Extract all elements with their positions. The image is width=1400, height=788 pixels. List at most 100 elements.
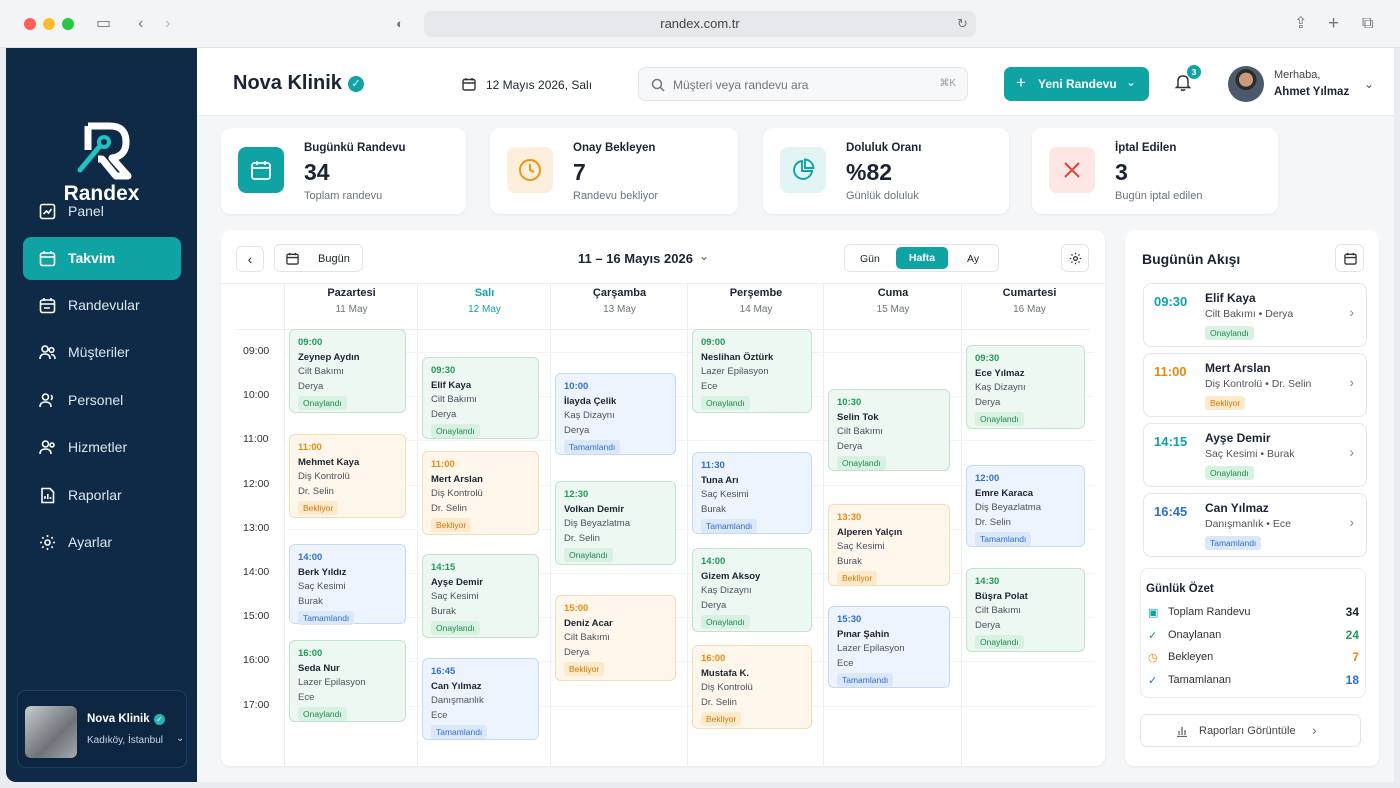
shield-icon[interactable]: ◐ <box>396 16 404 31</box>
reload-icon[interactable]: ↻ <box>957 16 968 31</box>
appointment-staff: Derya <box>837 440 863 452</box>
chevron-right-icon: › <box>1349 514 1354 530</box>
nav-panel[interactable]: Panel <box>23 190 181 233</box>
notifications-button[interactable]: 3 <box>1173 65 1201 96</box>
new-tab-icon[interactable]: + <box>1328 13 1340 34</box>
status-badge: Onaylandı <box>701 396 750 410</box>
status-badge: Onaylandı <box>298 396 347 410</box>
appointment-card[interactable]: 14:30 Büşra Polat Cilt Bakımı Derya Onay… <box>966 568 1085 652</box>
flow-item[interactable]: 16:45 Can Yılmaz Danışmanlık • Ece Tamam… <box>1143 493 1367 557</box>
day-header[interactable]: Perşembe 14 May <box>729 287 783 315</box>
status-badge: Bekliyor <box>564 662 605 676</box>
prev-week-button[interactable]: ‹ <box>236 246 264 272</box>
nav-ayarlar[interactable]: Ayarlar <box>23 521 181 564</box>
flow-item[interactable]: 14:15 Ayşe Demir Saç Kesimi • Burak Onay… <box>1143 423 1367 487</box>
appointment-card[interactable]: 14:00 Berk Yıldız Saç Kesimi Burak Tamam… <box>289 544 406 625</box>
view-toggle: Gün Hafta Ay <box>844 244 999 272</box>
stat-card-today: Bugünkü Randevu 34 Toplam randevu <box>221 128 466 214</box>
appointment-card[interactable]: 09:30 Ece Yılmaz Kaş Dizaynı Derya Onayl… <box>966 345 1085 429</box>
calendar-settings-button[interactable] <box>1061 244 1089 272</box>
page-title: Nova Klinik <box>233 72 342 94</box>
appointment-card[interactable]: 10:00 İlayda Çelik Kaş Dizaynı Derya Tam… <box>555 373 676 455</box>
today-button[interactable]: Bugün <box>274 244 363 272</box>
nav-raporlar[interactable]: Raporlar <box>23 474 181 517</box>
flow-item[interactable]: 11:00 Mert Arslan Diş Kontrolü • Dr. Sel… <box>1143 353 1367 417</box>
flow-client: Elif Kaya <box>1205 291 1256 305</box>
time-label: 17:00 <box>243 698 270 711</box>
appointment-card[interactable]: 14:15 Ayşe Demir Saç Kesimi Burak Onayla… <box>422 554 539 638</box>
tabs-overview-icon[interactable]: ⧉ <box>1362 15 1374 32</box>
appointment-card[interactable]: 11:00 Mehmet Kaya Diş Kontrolü Dr. Selin… <box>289 434 406 518</box>
close-window-button[interactable] <box>24 18 36 30</box>
appointment-card[interactable]: 12:30 Volkan Demir Diş Beyazlatma Dr. Se… <box>555 481 676 565</box>
appointment-card[interactable]: 11:30 Tuna Arı Saç Kesimi Burak Tamamlan… <box>692 452 812 534</box>
view-month-tab[interactable]: Ay <box>967 253 980 265</box>
summary-label: Bekleyen <box>1168 651 1214 663</box>
maximize-window-button[interactable] <box>62 18 74 30</box>
appointment-staff: Derya <box>975 396 1001 408</box>
appointment-card[interactable]: 15:00 Deniz Acar Cilt Bakımı Derya Bekli… <box>555 595 676 681</box>
day-header[interactable]: Cuma 15 May <box>876 287 910 315</box>
appointment-service: Saç Kesimi <box>431 591 479 602</box>
new-appointment-button[interactable]: + Yeni Randevu ⌄ <box>1004 67 1149 101</box>
chevron-down-icon[interactable]: ⌄ <box>1364 77 1375 91</box>
stat-sub: Randevu bekliyor <box>573 190 658 202</box>
chevron-right-icon: › <box>1349 374 1354 390</box>
share-icon[interactable]: ⇪ <box>1294 15 1308 32</box>
back-icon[interactable]: ‹ <box>138 15 144 32</box>
nav-hizmetler[interactable]: Hizmetler <box>23 426 181 469</box>
day-header[interactable]: Pazartesi 11 May <box>327 287 376 315</box>
appointment-staff: Ece <box>431 709 448 721</box>
appointment-client: Ece Yılmaz <box>975 367 1025 379</box>
appointment-card[interactable]: 10:30 Selin Tok Cilt Bakımı Derya Onayla… <box>828 389 950 471</box>
week-range[interactable]: 11 – 16 Mayıs 2026 <box>578 251 693 266</box>
appointment-card[interactable]: 11:00 Mert Arslan Diş Kontrolü Dr. Selin… <box>422 451 539 535</box>
sidebar: Randex Panel Takvim Randevular Müşterile… <box>6 48 197 782</box>
nav-randevular[interactable]: Randevular <box>23 284 181 327</box>
appointment-card[interactable]: 15:30 Pınar Şahin Lazer Epilasyon Ece Ta… <box>828 606 950 688</box>
nav-label: Raporlar <box>68 487 122 503</box>
time-label: 14:00 <box>243 566 270 578</box>
appointment-card[interactable]: 09:00 Zeynep Aydın Cilt Bakımı Derya Ona… <box>289 329 406 413</box>
appointment-client: Elif Kaya <box>431 379 472 391</box>
minimize-window-button[interactable] <box>43 18 55 30</box>
day-header[interactable]: Çarşamba 13 May <box>592 287 647 315</box>
day-header[interactable]: Salı 12 May <box>468 287 501 315</box>
appointment-card[interactable]: 16:00 Mustafa K. Diş Kontrolü Dr. Selin … <box>692 645 812 729</box>
appointment-service: Diş Kontrolü <box>431 488 483 499</box>
flow-item[interactable]: 09:30 Elif Kaya Cilt Bakımı • Derya Onay… <box>1143 283 1367 347</box>
appointment-service: Saç Kesimi <box>701 489 749 500</box>
nav-personel[interactable]: Personel <box>23 379 181 422</box>
appointment-card[interactable]: 13:30 Alperen Yalçın Saç Kesimi Burak Be… <box>828 504 950 586</box>
stat-label: Doluluk Oranı <box>846 142 922 154</box>
chevron-down-icon[interactable]: ⌄ <box>699 249 710 263</box>
sidebar-toggle-icon[interactable]: ▭ <box>96 15 112 32</box>
appointment-card[interactable]: 14:00 Gizem Aksoy Kaş Dizaynı Derya Onay… <box>692 548 812 632</box>
chevron-down-icon: ⌄ <box>1126 75 1137 89</box>
view-reports-button[interactable]: Raporları Görüntüle › <box>1140 714 1361 747</box>
appointment-card[interactable]: 16:45 Can Yılmaz Danışmanlık Ece Tamamla… <box>422 658 539 740</box>
flow-time: 09:30 <box>1154 294 1188 309</box>
flow-calendar-button[interactable] <box>1335 244 1364 272</box>
summary-value: 24 <box>1345 627 1359 642</box>
appointment-card[interactable]: 12:00 Emre Karaca Diş Beyazlatma Dr. Sel… <box>966 465 1085 547</box>
appointment-service: Cilt Bakımı <box>975 605 1021 616</box>
day-header[interactable]: Cumartesi 16 May <box>1002 287 1057 315</box>
appointment-card[interactable]: 16:00 Seda Nur Lazer Epilasyon Ece Onayl… <box>289 640 406 722</box>
appointment-time: 12:30 <box>564 489 589 500</box>
search-input[interactable] <box>673 75 923 95</box>
clinic-switcher[interactable]: Nova Klinik ✓ Kadıköy, İstanbul ⌄ <box>17 690 187 768</box>
gear-icon <box>40 535 55 550</box>
view-day-tab[interactable]: Gün <box>860 253 880 265</box>
nav-musteriler[interactable]: Müşteriler <box>23 331 181 374</box>
status-badge: Tamamlandı <box>298 611 355 625</box>
view-week-tab[interactable]: Hafta <box>896 247 948 269</box>
nav-takvim[interactable]: Takvim <box>23 237 181 280</box>
user-avatar[interactable] <box>1228 66 1264 102</box>
appointment-card[interactable]: 09:30 Elif Kaya Cilt Bakımı Derya Onayla… <box>422 357 539 439</box>
address-bar[interactable]: randex.com.tr <box>424 11 976 37</box>
appointment-card[interactable]: 09:00 Neslihan Öztürk Lazer Epilasyon Ec… <box>692 329 812 413</box>
search-field[interactable]: ⌘K <box>638 67 968 101</box>
forward-icon[interactable]: › <box>165 15 171 32</box>
time-label: 16:00 <box>243 654 270 667</box>
